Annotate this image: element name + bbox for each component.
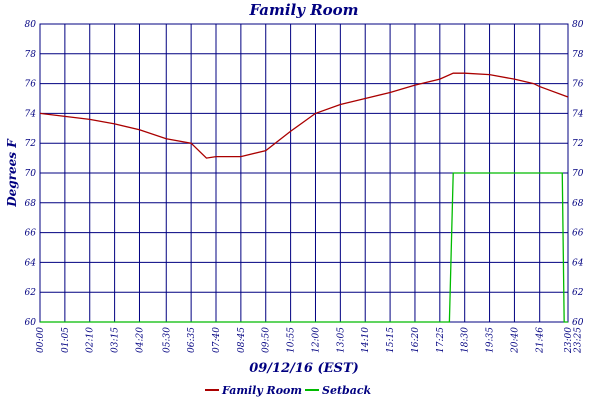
x-tick-label: 19:35	[486, 327, 496, 353]
x-tick-label: 05:30	[162, 327, 172, 353]
y-tick-label: 76	[25, 80, 37, 90]
x-tick-label: 14:10	[361, 327, 371, 353]
x-tick-label: 06:35	[187, 327, 197, 353]
y-tick-label: 78	[25, 50, 37, 60]
x-tick-label: 15:15	[386, 327, 396, 353]
y-tick-label: 68	[572, 199, 584, 209]
y-tick-label: 60	[572, 318, 584, 328]
x-tick-label: 10:55	[287, 327, 297, 353]
legend-label: Setback	[322, 384, 372, 397]
y-tick-label: 74	[25, 109, 37, 119]
y-tick-label: 72	[572, 139, 584, 149]
x-tick-label: 21:46	[536, 327, 546, 354]
y-tick-label: 76	[572, 80, 584, 90]
x-tick-label: 07:40	[212, 327, 222, 353]
x-tick-label: 23:25	[574, 327, 584, 354]
x-tick-label: 13:05	[336, 327, 346, 353]
x-tick-label: 20:40	[510, 327, 520, 354]
x-tick-label: 08:45	[237, 327, 247, 353]
x-tick-label: 04:20	[135, 327, 145, 353]
y-tick-label: 74	[572, 109, 584, 119]
y-tick-label: 64	[25, 258, 37, 268]
line-series	[40, 172, 568, 323]
y-tick-label: 72	[25, 139, 37, 149]
x-tick-label: 09:50	[262, 327, 272, 353]
x-tick-label: 01:05	[61, 327, 71, 353]
y-axis-label: Degrees F	[5, 138, 19, 208]
x-axis-label: 09/12/16 (EST)	[249, 361, 359, 376]
line-series	[39, 72, 569, 159]
x-tick-label: 00:00	[36, 327, 46, 353]
y-tick-label: 60	[25, 318, 37, 328]
x-tick-label: 16:20	[411, 327, 421, 353]
chart-title: Family Room	[248, 1, 358, 19]
y-tick-label: 66	[572, 229, 584, 239]
y-tick-label: 80	[572, 20, 584, 30]
x-tick-label: 23:00	[564, 327, 574, 354]
y-tick-label: 62	[572, 288, 584, 298]
y-tick-label: 80	[25, 20, 37, 30]
x-tick-label: 18:30	[461, 327, 471, 353]
x-tick-label: 17:25	[436, 327, 446, 353]
y-tick-label: 66	[25, 229, 37, 239]
x-tick-label: 12:00	[311, 327, 321, 353]
y-tick-label: 70	[572, 169, 584, 179]
y-tick-label: 64	[572, 258, 584, 268]
y-tick-label: 78	[572, 50, 584, 60]
legend-label: Family Room	[221, 384, 302, 397]
y-tick-label: 62	[25, 288, 37, 298]
y-tick-label: 70	[25, 169, 37, 179]
x-tick-label: 03:15	[111, 327, 121, 353]
x-tick-label: 02:10	[86, 327, 96, 353]
y-tick-label: 68	[25, 199, 37, 209]
